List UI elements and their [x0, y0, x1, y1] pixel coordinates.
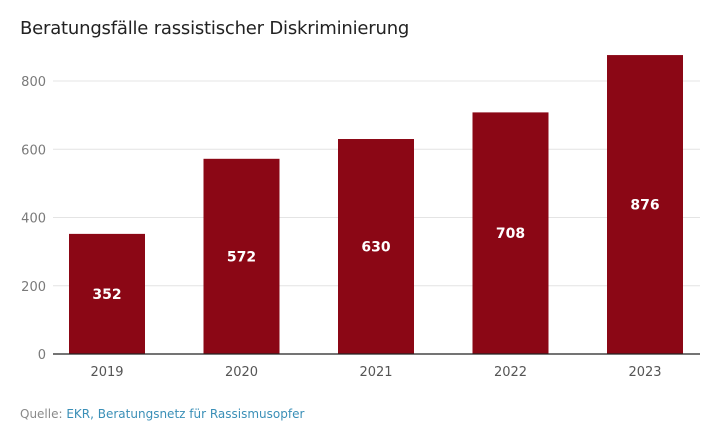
source-prefix: Quelle: — [20, 407, 67, 421]
data-label: 876 — [630, 198, 659, 214]
source-note: Quelle: EKR, Beratungsnetz für Rassismus… — [20, 407, 304, 421]
y-tick-label: 0 — [38, 348, 46, 363]
x-tick-label: 2022 — [494, 365, 527, 380]
x-axis-ticks: 2019 2020 2021 2022 2023 — [90, 365, 661, 380]
x-tick-label: 2020 — [225, 365, 258, 380]
y-tick-label: 200 — [21, 280, 46, 295]
data-label: 572 — [227, 249, 256, 265]
y-tick-label: 800 — [21, 75, 46, 90]
bar — [69, 233, 145, 354]
data-label: 630 — [361, 240, 390, 256]
y-tick-label: 600 — [21, 143, 46, 158]
source-link[interactable]: EKR, Beratungsnetz für Rassismusopfer — [66, 407, 305, 421]
data-label: 352 — [92, 287, 121, 303]
bar — [472, 112, 549, 355]
x-tick-label: 2023 — [628, 365, 661, 380]
bar — [338, 139, 414, 354]
x-tick-label: 2019 — [90, 365, 123, 380]
bars — [69, 55, 683, 355]
bar — [607, 55, 683, 354]
data-label: 708 — [496, 226, 525, 242]
x-tick-label: 2021 — [359, 365, 392, 380]
data-labels: 352 572 630 708 876 — [92, 198, 659, 303]
bar — [203, 158, 280, 354]
chart-title: Beratungsfälle rassistischer Diskriminie… — [20, 18, 410, 39]
y-tick-label: 400 — [21, 212, 46, 227]
y-axis-ticks: 0 200 400 600 800 — [21, 75, 46, 363]
